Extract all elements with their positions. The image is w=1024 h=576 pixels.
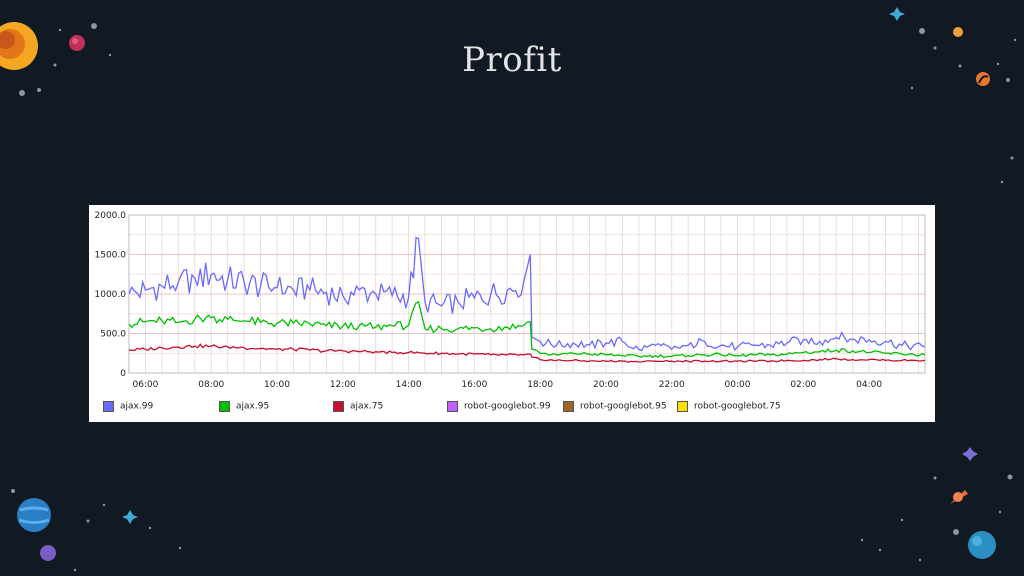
slide-title: Profit <box>462 40 562 80</box>
legend-label: robot-googlebot.75 <box>694 401 781 412</box>
sun-icon <box>0 22 38 70</box>
x-tick-label: 00:00 <box>725 380 751 390</box>
x-tick-label: 18:00 <box>527 380 553 390</box>
chart-panel: 0 500.0 1000.0 1500.0 2000.0 06:00 08:00 10:00 1… <box>89 205 935 422</box>
x-tick-label: 20:00 <box>593 380 619 390</box>
rocket-icon <box>976 72 990 86</box>
legend-label: ajax.99 <box>120 401 154 412</box>
planet-icon <box>69 35 85 51</box>
star-icon <box>889 7 905 21</box>
legend-item: robot-googlebot.75 <box>677 401 781 412</box>
star-icon <box>122 510 138 524</box>
x-tick-label: 14:00 <box>396 380 422 390</box>
y-tick-label: 0 <box>120 369 126 379</box>
earth-icon <box>17 498 51 532</box>
planet-icon <box>968 531 996 559</box>
legend-item: robot-googlebot.95 <box>563 401 667 412</box>
x-tick-label: 02:00 <box>790 380 816 390</box>
legend-label: ajax.95 <box>236 401 270 412</box>
y-tick-label: 1000.0 <box>95 290 127 300</box>
star-icon <box>962 447 978 461</box>
x-tick-label: 08:00 <box>198 380 224 390</box>
legend-swatch <box>563 401 574 412</box>
x-tick-label: 12:00 <box>330 380 356 390</box>
comet-icon <box>950 490 968 504</box>
stars-scatter <box>11 23 1017 572</box>
y-tick-label: 500.0 <box>100 330 126 340</box>
legend-swatch <box>677 401 688 412</box>
x-tick-label: 22:00 <box>659 380 685 390</box>
legend-item: ajax.75 <box>333 401 383 412</box>
x-tick-label: 04:00 <box>856 380 882 390</box>
planet-icon <box>40 545 56 561</box>
legend-label: robot-googlebot.99 <box>464 401 551 412</box>
legend-swatch <box>219 401 230 412</box>
legend-swatch <box>103 401 114 412</box>
legend-label: ajax.75 <box>350 401 384 412</box>
latency-chart: 0 500.0 1000.0 1500.0 2000.0 06:00 08:00 10:00 1… <box>95 211 926 390</box>
legend-swatch <box>447 401 458 412</box>
series-line-ajax.95 <box>128 300 926 359</box>
legend-label: robot-googlebot.95 <box>580 401 667 412</box>
x-tick-label: 06:00 <box>132 380 158 390</box>
legend-item: robot-googlebot.99 <box>447 401 551 412</box>
y-tick-label: 2000.0 <box>95 211 127 221</box>
series-line-ajax.75 <box>128 343 926 363</box>
y-tick-label: 1500.0 <box>95 251 127 261</box>
legend-item: ajax.95 <box>219 401 269 412</box>
legend-item: ajax.99 <box>103 401 153 412</box>
x-tick-label: 16:00 <box>461 380 487 390</box>
legend-swatch <box>333 401 344 412</box>
planet-icon <box>953 27 963 37</box>
series-line-ajax.99 <box>128 236 926 352</box>
x-tick-label: 10:00 <box>264 380 290 390</box>
